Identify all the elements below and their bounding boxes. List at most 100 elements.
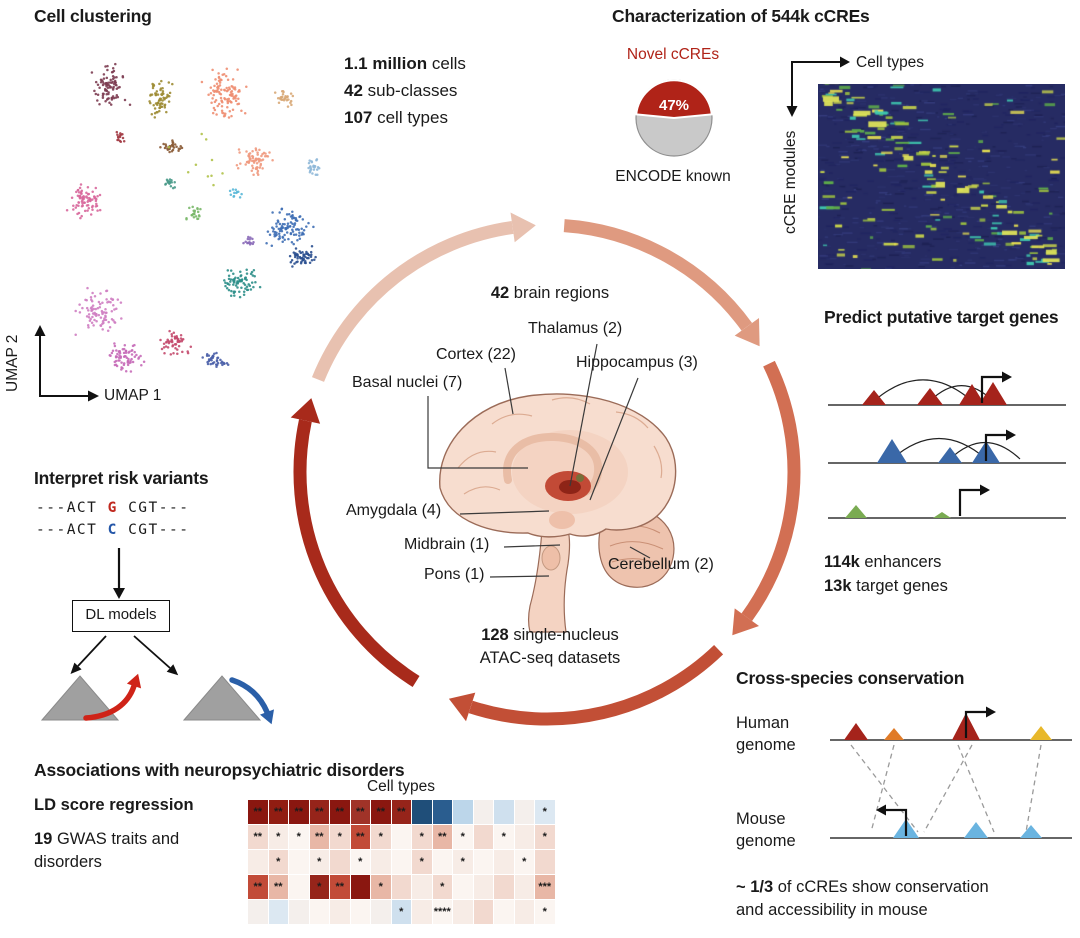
down-arrow-icon bbox=[113, 548, 125, 599]
stat-target-genes: 13k target genes bbox=[824, 574, 948, 598]
stat-cells: 1.1 million cells bbox=[344, 50, 466, 77]
stat-subclasses: 42 sub-classes bbox=[344, 77, 466, 104]
panel-title-characterization: Characterization of 544k cCREs bbox=[612, 6, 870, 26]
panel-title-associations: Associations with neuropsychiatric disor… bbox=[34, 760, 405, 780]
assoc-heatmap-cell bbox=[514, 875, 534, 899]
tss-arrow-icon bbox=[980, 375, 1002, 403]
peak bbox=[845, 505, 867, 518]
assoc-heatmap-cell: ** bbox=[268, 800, 288, 824]
homology-link bbox=[957, 744, 995, 833]
assoc-heatmap-cell: **** bbox=[432, 900, 452, 924]
assoc-heatmap-cell: ** bbox=[248, 875, 268, 899]
brain-regions-value: 42 bbox=[490, 284, 510, 302]
tss-arrow-icon bbox=[964, 710, 986, 738]
gwas-value: 19 bbox=[34, 830, 53, 848]
cell-clustering-stats: 1.1 million cells 42 sub-classes 107 cel… bbox=[344, 50, 466, 131]
assoc-heatmap-cell: * bbox=[412, 825, 432, 849]
peak bbox=[1030, 726, 1052, 740]
conservation-note-text-2: and accessibility in mouse bbox=[736, 901, 928, 919]
gwas-enrichment-heatmap: ** ** ** ** ** ** ** ** * ** * * ** * ** * * ** * * * * * * * * * *… bbox=[248, 800, 555, 924]
stat-target-genes-value: 13k bbox=[824, 577, 852, 595]
assoc-heatmap-cell: * bbox=[453, 825, 473, 849]
enhancer-gene-tracks bbox=[828, 371, 1066, 519]
assoc-heatmap-cell bbox=[473, 875, 493, 899]
corpus-callosum bbox=[503, 432, 603, 499]
assoc-heatmap-cell: * bbox=[350, 850, 370, 874]
assoc-heatmap-cell: ** bbox=[350, 825, 370, 849]
peak bbox=[933, 512, 951, 518]
cycle-arrowhead-icon bbox=[732, 608, 759, 636]
decrease-arrow-icon bbox=[229, 677, 270, 715]
brain-illustration bbox=[439, 393, 677, 633]
panel-title-risk-variants: Interpret risk variants bbox=[34, 468, 209, 488]
umap-axes-icon bbox=[34, 325, 99, 402]
peak bbox=[964, 822, 988, 838]
label-cortex: Cortex (22) bbox=[435, 346, 516, 363]
human-genome-label: Human genome bbox=[736, 714, 796, 754]
peak bbox=[884, 728, 904, 740]
accessibility-effect-peaks bbox=[40, 673, 274, 725]
cycle-arc bbox=[311, 220, 514, 382]
assoc-heatmap-x-label: Cell types bbox=[366, 778, 436, 795]
stat-enhancers-value: 114k bbox=[824, 553, 860, 571]
assoc-heatmap-cell bbox=[473, 800, 493, 824]
assoc-heatmap-cell bbox=[289, 850, 309, 874]
conservation-note-text-1: of cCREs show conservation bbox=[773, 878, 989, 896]
umap-x-axis-label: UMAP 1 bbox=[104, 387, 162, 404]
peak bbox=[844, 723, 868, 740]
assoc-heatmap-cell: ** bbox=[330, 800, 350, 824]
stat-cells-value: 1.1 million bbox=[344, 54, 428, 73]
assoc-heatmap-cell bbox=[371, 850, 391, 874]
assoc-heatmap-cell: * bbox=[309, 875, 329, 899]
sequence-line-1: ---ACT G CGT--- bbox=[36, 497, 189, 519]
panel-title-predict: Predict putative target genes bbox=[824, 307, 1059, 327]
brain-regions-stat: 42 brain regions bbox=[430, 280, 670, 307]
assoc-heatmap-cell: ** bbox=[289, 800, 309, 824]
label-cerebellum: Cerebellum (2) bbox=[608, 556, 714, 573]
label-amygdala: Amygdala (4) bbox=[346, 502, 442, 519]
assoc-heatmap-cell bbox=[473, 900, 493, 924]
assoc-heatmap-cell bbox=[494, 850, 514, 874]
peak bbox=[862, 390, 886, 405]
diverging-arrows-icon bbox=[70, 635, 179, 676]
tss-arrow-icon bbox=[984, 433, 1006, 461]
brain-regions-label: brain regions bbox=[509, 284, 610, 302]
interaction-arc bbox=[873, 379, 973, 402]
assoc-heatmap-cell bbox=[473, 850, 493, 874]
assoc-heatmap-cell bbox=[514, 825, 534, 849]
assoc-heatmap-cell: ** bbox=[350, 800, 370, 824]
pie-slice-novel bbox=[635, 79, 713, 120]
mouse-genome-label: Mouse genome bbox=[736, 810, 796, 850]
predict-stats: 114k enhancers 13k target genes bbox=[824, 550, 948, 598]
peak bbox=[182, 675, 262, 721]
assoc-heatmap-cell bbox=[412, 800, 432, 824]
assoc-heatmap-cell: * bbox=[330, 825, 350, 849]
peak bbox=[938, 447, 962, 463]
ld-score-label: LD score regression bbox=[34, 796, 194, 814]
datasets-label-1: single-nucleus bbox=[508, 626, 619, 644]
assoc-heatmap-cell: *** bbox=[535, 875, 555, 899]
assoc-heatmap-cell: * bbox=[453, 850, 473, 874]
assoc-heatmap-cell bbox=[350, 875, 370, 899]
panel-title-conservation: Cross-species conservation bbox=[736, 668, 965, 688]
assoc-heatmap-cell bbox=[289, 900, 309, 924]
peak bbox=[40, 675, 120, 721]
assoc-heatmap-cell bbox=[412, 875, 432, 899]
assoc-heatmap-cell bbox=[350, 900, 370, 924]
umap-y-axis-label: UMAP 2 bbox=[4, 334, 21, 392]
assoc-heatmap-cell bbox=[432, 850, 452, 874]
assoc-heatmap-cell: ** bbox=[330, 875, 350, 899]
peak bbox=[877, 439, 907, 463]
assoc-heatmap-cell bbox=[494, 800, 514, 824]
homology-link bbox=[923, 744, 973, 833]
assoc-heatmap-cell bbox=[535, 850, 555, 874]
seq2-variant: C bbox=[107, 522, 118, 538]
peak bbox=[959, 384, 985, 405]
assoc-heatmap-cell bbox=[453, 800, 473, 824]
stat-target-genes-label: target genes bbox=[851, 577, 948, 595]
assoc-heatmap-cell bbox=[330, 850, 350, 874]
pie-percent-label: 47% bbox=[659, 97, 689, 114]
gwas-label: GWAS traits and disorders bbox=[34, 830, 180, 871]
assoc-heatmap-cell: ** bbox=[248, 825, 268, 849]
seq2-post: CGT--- bbox=[117, 522, 190, 538]
